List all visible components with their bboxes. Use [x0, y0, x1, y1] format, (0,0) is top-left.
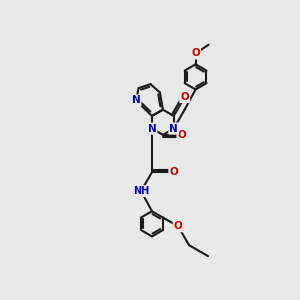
Text: O: O	[169, 167, 178, 177]
Text: O: O	[180, 92, 189, 102]
Text: N: N	[148, 124, 156, 134]
Text: O: O	[174, 221, 182, 231]
Text: O: O	[191, 48, 200, 59]
Text: N: N	[169, 124, 178, 134]
Text: N: N	[132, 95, 140, 106]
Text: NH: NH	[133, 186, 149, 196]
Text: O: O	[178, 130, 186, 140]
